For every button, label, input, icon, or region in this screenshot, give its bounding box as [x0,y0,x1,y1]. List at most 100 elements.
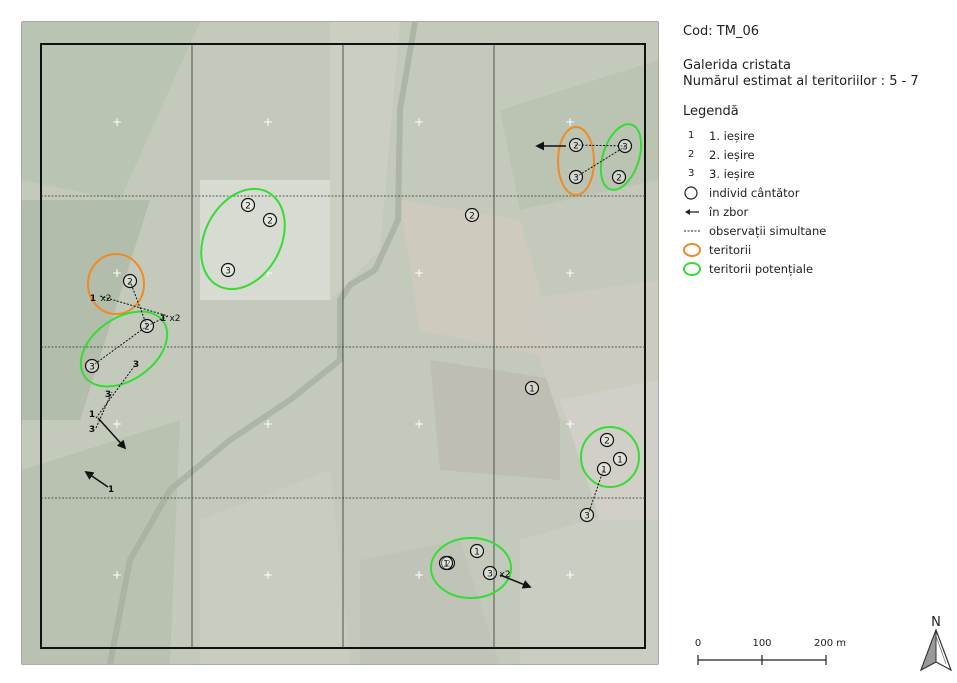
legend-item-exit-1: 1 1. ieșire [683,128,755,144]
singer-marker: 2 [464,207,480,223]
legend-label: 2. ieșire [709,148,755,162]
legend-symbol-3: 3 [688,168,695,179]
singer-marker: 2 [568,137,584,153]
legend-symbol-2: 2 [688,149,695,160]
territory-estimate: Numărul estimat al teritoriilor : 5 - 7 [683,74,919,89]
singer-label: 1 [617,456,623,466]
svg-text:+: + [263,417,273,431]
svg-text:+: + [263,115,273,129]
singer-marker: 1 [612,451,628,467]
annotation-label: x2 [169,314,180,324]
singer-label: 2 [616,174,622,184]
singer-marker: 2 [139,318,155,334]
svg-text:+: + [112,568,122,582]
map-code: Cod: TM_06 [683,24,759,39]
singer-label: 3 [225,267,231,277]
singer-label: 2 [267,217,273,227]
territory-green [200,187,286,291]
singer-marker: 3 [84,358,100,374]
arrow-left-icon [683,204,703,220]
legend-label: observații simultane [709,224,827,238]
singer-label: 1 [529,385,535,395]
singer-marker: 1 [524,380,540,396]
territories [79,123,643,599]
singer-marker: 2 [599,432,615,448]
svg-text:+: + [414,115,424,129]
svg-text:+: + [565,417,575,431]
scale-label-100: 100 [752,638,771,649]
ellipse-green-icon [683,261,703,277]
svg-text:+: + [565,115,575,129]
annotation-label: 1 [160,314,166,324]
scale-bar: 0 100 200 m [695,638,846,665]
territory-green [599,123,643,191]
singer-label: 1 [601,466,607,476]
legend-item-territory: teritorii [683,242,751,258]
singer-label: 2 [245,202,251,212]
singer-label: 1 [443,560,449,570]
singer-label: 3 [622,143,628,153]
annotation-label: x2 [499,570,510,580]
grid-markers: + + + + + + + + + + + + + + + + [112,115,575,582]
ellipse-orange-icon [683,242,703,258]
singer-label: 2 [127,278,133,288]
territory-orange [87,253,145,315]
svg-text:+: + [414,266,424,280]
singer-marker: 3 [579,507,595,523]
legend-item-exit-3: 3 3. ieșire [683,166,755,182]
legend-label: teritorii [709,243,752,257]
dashed-line-icon [683,223,703,239]
singer-marker: 1 [469,543,485,559]
species-name: Galerida cristata [683,58,791,73]
legend-item-singer: individ cântător [683,185,799,201]
satellite-background [22,22,658,664]
territory-orange [557,126,595,196]
annotation-label: 1 [108,485,114,495]
territory-green [79,310,169,388]
singer-marker: 1 [596,461,612,477]
legend-label: teritorii potențiale [709,262,814,276]
simultaneous-observation-lines [91,144,627,516]
svg-text:+: + [263,266,273,280]
svg-text:+: + [112,266,122,280]
annotation-label: 1 [90,294,96,304]
legend-item-potential-territory: teritorii potențiale [683,261,813,277]
flight-arrows [84,141,566,589]
singer-marker: 3 [482,565,498,581]
circle-icon [683,185,703,201]
singer-label: 2 [144,323,150,333]
legend-label: în zbor [709,205,749,219]
north-arrow-icon: N [919,615,953,672]
singer-label: 2 [469,212,475,222]
singer-label: 2 [604,437,610,447]
svg-text:+: + [263,568,273,582]
legend-symbol-1: 1 [688,130,695,141]
singer-label: 2 [445,560,451,570]
annotation-label: 3 [89,425,95,435]
singer-label: 3 [573,174,579,184]
svg-text:+: + [565,266,575,280]
singer-marker: 2 [262,212,278,228]
legend-item-simultaneous: observații simultane [683,223,826,239]
singer-marker: 3 [617,138,633,154]
annotation-label: x2 [100,294,111,304]
legend-title: Legendă [683,104,739,119]
singer-label: 1 [474,548,480,558]
territory-green [580,426,640,488]
legend-item-flight: în zbor [683,204,748,220]
legend-label: individ cântător [709,186,800,200]
svg-text:+: + [414,568,424,582]
legend-label: 1. ieșire [709,129,755,143]
singer-marker: 2 [122,273,138,289]
singer-label: 3 [89,363,95,373]
legend-label: 3. ieșire [709,167,755,181]
scale-label-200: 200 m [814,638,846,649]
singer-label: 3 [487,570,493,580]
annotation-label: 3 [105,390,111,400]
scale-label-0: 0 [695,638,701,649]
annotation-label: 3 [133,360,139,370]
annotation-label: 1 [89,410,95,420]
svg-text:+: + [565,568,575,582]
